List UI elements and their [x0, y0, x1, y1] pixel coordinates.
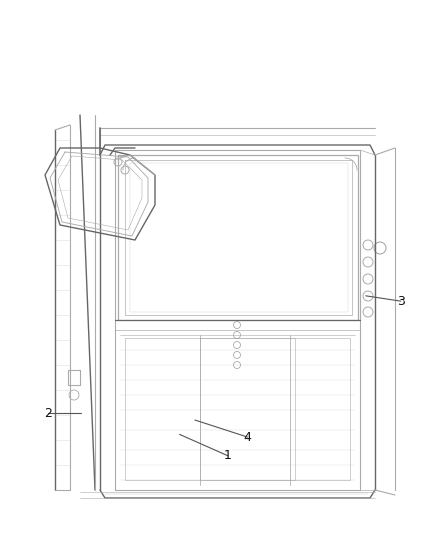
Text: 3: 3	[397, 295, 405, 308]
Text: 4: 4	[244, 431, 251, 443]
Text: 2: 2	[44, 407, 52, 419]
Text: 1: 1	[224, 449, 232, 462]
